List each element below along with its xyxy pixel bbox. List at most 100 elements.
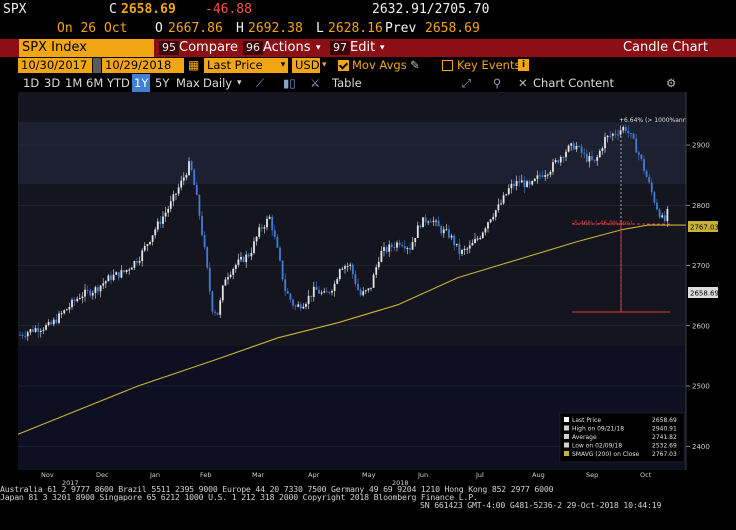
currency-dropdown-icon[interactable]: ▾ xyxy=(322,60,327,70)
legend-swatch xyxy=(564,442,569,448)
candle-body xyxy=(432,220,435,222)
candle-body xyxy=(596,157,599,161)
prev-value: 2658.69 xyxy=(425,21,480,36)
high-value: 2692.38 xyxy=(248,21,303,36)
drawing-tools-icon[interactable]: ⚔ xyxy=(310,76,321,90)
candle-body xyxy=(234,264,237,269)
actions-menu[interactable]: Actions xyxy=(263,40,311,55)
candle-body xyxy=(307,295,310,304)
candle-body xyxy=(570,143,573,146)
mov-avgs-label[interactable]: Mov Avgs xyxy=(352,58,407,72)
open-label: O xyxy=(155,21,163,36)
legend-swatch xyxy=(564,434,569,439)
settings-icon[interactable]: ⚙ xyxy=(666,76,677,90)
pin-icon[interactable]: ⚲ xyxy=(493,76,502,90)
candle-body xyxy=(120,270,123,278)
x-month-label: Jan xyxy=(149,471,160,479)
candle-body xyxy=(383,247,385,251)
candle-body xyxy=(479,237,482,239)
range-5y[interactable]: 5Y xyxy=(155,76,170,90)
candle-chart[interactable]: +6.64% (> 1000%ann -5.46% (-46.9%ann) 29… xyxy=(0,92,736,530)
candle-body xyxy=(617,134,619,136)
table-button[interactable]: Table xyxy=(332,76,362,90)
candle-body xyxy=(385,247,388,252)
last-price-tag: 2658.69 xyxy=(688,287,719,298)
range-max[interactable]: Max xyxy=(176,76,200,90)
start-date-field[interactable]: 10/30/2017 xyxy=(18,58,92,73)
candle-body xyxy=(302,306,305,309)
candle-body xyxy=(648,177,651,183)
candle-body xyxy=(276,236,279,248)
compare-button[interactable]: Compare xyxy=(179,40,238,55)
period-select[interactable]: Daily xyxy=(203,76,233,90)
candle-body xyxy=(510,183,513,189)
range-1d[interactable]: 1D xyxy=(23,76,40,90)
range-1m[interactable]: 1M xyxy=(65,76,83,90)
candle-body xyxy=(567,145,570,152)
candle-body xyxy=(396,242,398,248)
chart-content-button[interactable]: Chart Content xyxy=(533,76,614,90)
candle-body xyxy=(500,203,502,205)
candle-body xyxy=(357,283,359,290)
line-chart-icon[interactable]: ⟋ xyxy=(256,76,265,90)
ticker: SPX xyxy=(3,2,27,17)
candle-body xyxy=(21,334,24,336)
range-1y[interactable]: 1Y xyxy=(132,74,151,92)
candle-body xyxy=(50,321,53,325)
actions-number: 96 xyxy=(243,41,263,55)
range-3d[interactable]: 3D xyxy=(44,76,61,90)
candle-body xyxy=(268,216,271,219)
candle-body xyxy=(565,151,567,158)
candle-body xyxy=(507,188,510,195)
legend-label: High on 09/21/18 xyxy=(572,426,624,433)
footer-line-3: SN 661423 GMT-4:00 G481-5236-2 29-Oct-20… xyxy=(420,500,662,510)
candle-body xyxy=(24,335,27,337)
calendar-icon[interactable]: ▦ xyxy=(188,58,200,72)
candle-body xyxy=(328,291,331,293)
price-field-dropdown-icon[interactable]: ▾ xyxy=(278,58,288,73)
security-field[interactable]: SPX Index xyxy=(19,39,154,57)
mov-avgs-checkbox[interactable] xyxy=(338,60,349,71)
info-icon[interactable]: i xyxy=(518,59,529,71)
bar-chart-icon[interactable]: ▮▯ xyxy=(283,76,296,90)
candle-body xyxy=(492,216,495,220)
edit-dropdown-icon[interactable]: ▾ xyxy=(380,43,385,53)
candle-body xyxy=(445,229,448,231)
candle-body xyxy=(575,146,578,150)
candle-body xyxy=(643,159,645,171)
open-value: 2667.86 xyxy=(168,21,223,36)
candle-series xyxy=(19,124,669,341)
edit-menu[interactable]: Edit xyxy=(350,40,376,55)
key-events-checkbox[interactable] xyxy=(442,60,453,71)
candle-body xyxy=(645,170,648,178)
chart-content-icon[interactable]: ✕ xyxy=(518,76,528,90)
candle-body xyxy=(237,259,240,265)
candle-body xyxy=(164,212,167,217)
candle-body xyxy=(47,321,50,326)
range-ytd[interactable]: YTD xyxy=(107,76,130,90)
range-6m[interactable]: 6M xyxy=(86,76,104,90)
candle-body xyxy=(364,290,367,292)
quote-row-2: On 26 Oct O 2667.86 H 2692.38 L 2628.16 … xyxy=(0,19,736,55)
candle-body xyxy=(315,286,318,290)
candle-body xyxy=(219,300,222,315)
actions-dropdown-icon[interactable]: ▾ xyxy=(316,43,321,53)
candle-body xyxy=(195,184,198,196)
candle-body xyxy=(42,329,45,331)
key-events-label[interactable]: Key Events xyxy=(457,58,521,72)
candle-body xyxy=(128,269,131,271)
pencil-icon[interactable]: ✎ xyxy=(410,58,420,72)
candle-body xyxy=(609,135,612,137)
period-dropdown-icon[interactable]: ▾ xyxy=(237,78,242,88)
candle-body xyxy=(89,290,92,296)
zoom-icon[interactable]: ⤢ xyxy=(462,76,472,90)
candle-body xyxy=(151,235,154,242)
candle-body xyxy=(253,241,255,253)
currency-select[interactable]: USD xyxy=(292,58,320,73)
end-date-field[interactable]: 10/29/2018 xyxy=(102,58,184,73)
candle-body xyxy=(414,237,417,243)
legend-label: SMAVG (200) on Close xyxy=(572,451,639,458)
candle-body xyxy=(502,195,505,204)
price-field-select[interactable]: Last Price xyxy=(204,58,284,73)
candle-body xyxy=(458,243,461,254)
